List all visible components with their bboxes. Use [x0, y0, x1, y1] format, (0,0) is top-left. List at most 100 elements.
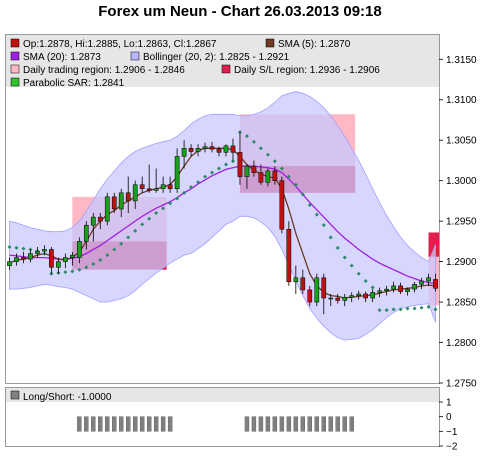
longshort-bar: [342, 416, 347, 432]
y-tick-label: 1.2750: [446, 379, 477, 390]
sar-point: [230, 159, 235, 164]
ohlc-legend-swatch: [10, 38, 20, 48]
sar-point: [182, 190, 187, 195]
bollinger-legend: Bollinger (20, 2): 1.2825 - 1.2921: [143, 52, 290, 63]
sar-point: [335, 245, 340, 250]
longshort-bar: [167, 416, 173, 432]
longshort-bar: [279, 416, 285, 432]
candle-body: [216, 148, 222, 153]
sar-legend-swatch: [10, 77, 20, 87]
y-tick-label: 1.2950: [446, 217, 477, 228]
candle-body: [118, 192, 124, 210]
longshort-bar: [272, 416, 278, 432]
candle-body: [405, 288, 410, 292]
longshort-bar: [112, 416, 117, 432]
candle-body: [384, 288, 389, 291]
candle-body: [56, 261, 61, 268]
longshort-bar: [133, 416, 138, 432]
sar-point: [98, 257, 103, 262]
candle-body: [132, 184, 138, 202]
candle-body: [139, 184, 145, 190]
ohlc-legend: Op:1.2878, Hi:1.2885, Lo:1.2863, Cl:1.28…: [23, 39, 217, 50]
longshort-bar: [265, 416, 271, 432]
candle-body: [209, 146, 215, 150]
candle-body: [433, 279, 438, 289]
sar-point: [265, 152, 270, 157]
ls-tick-label: −2: [446, 442, 458, 453]
daily-sl-legend-swatch: [221, 64, 231, 74]
sar-point: [363, 279, 368, 284]
candle-body: [7, 261, 12, 266]
longshort-bar: [258, 416, 264, 432]
sar-point: [112, 247, 117, 252]
ls-tick-label: 1: [446, 398, 452, 409]
y-tick-label: 1.3000: [446, 176, 477, 187]
candle-body: [363, 293, 369, 299]
sar-point: [210, 170, 215, 175]
candle-body: [279, 180, 285, 230]
sma20-legend: SMA (20): 1.2873: [23, 52, 101, 63]
sar-point: [7, 245, 12, 250]
legend-box: [6, 35, 439, 87]
sar-point: [91, 262, 96, 267]
candle-body: [426, 277, 431, 282]
candle-body: [258, 172, 264, 183]
longshort-bar: [300, 416, 306, 432]
bollinger-band: [9, 91, 436, 341]
longshort-bar: [77, 416, 82, 432]
candle-body: [265, 170, 271, 183]
longshort-bar: [126, 416, 131, 432]
sar-point: [307, 202, 312, 207]
candle-body: [76, 241, 82, 258]
sar-point: [154, 211, 159, 216]
candle-body: [167, 184, 173, 190]
sar-point: [140, 222, 145, 227]
y-tick-label: 1.2800: [446, 338, 477, 349]
sar-point: [314, 212, 319, 217]
candle-body: [349, 295, 355, 298]
longshort-bar: [321, 416, 326, 432]
bollinger-legend-swatch: [130, 51, 140, 61]
candle-body: [70, 254, 75, 258]
candle-body: [328, 297, 334, 300]
sar-point: [279, 166, 284, 171]
longshort-legend-box: [6, 388, 439, 402]
y-tick-label: 1.3100: [446, 95, 477, 106]
candle-body: [419, 280, 424, 285]
sar-point: [126, 235, 131, 240]
sar-point: [433, 307, 438, 312]
candle-body: [195, 148, 201, 152]
candle-body: [63, 257, 68, 262]
sar-point: [412, 306, 417, 311]
sar-point: [175, 196, 180, 201]
candle-body: [111, 196, 117, 210]
sar-point: [342, 255, 347, 260]
sma5-legend: SMA (5): 1.2870: [278, 39, 351, 50]
candle-body: [202, 146, 208, 149]
candle-body: [237, 152, 243, 177]
candle-body: [174, 156, 180, 190]
y-tick-label: 1.2900: [446, 257, 477, 268]
candle-body: [49, 249, 54, 268]
sar-point: [321, 223, 326, 228]
sar-point: [370, 285, 375, 290]
candle-body: [377, 290, 382, 293]
candle-body: [14, 257, 19, 262]
sar-point: [161, 206, 166, 211]
candle-body: [370, 292, 375, 299]
sar-point: [21, 246, 26, 251]
candle-body: [335, 297, 341, 301]
y-tick-label: 1.3050: [446, 136, 477, 147]
longshort-bar: [335, 416, 340, 432]
sar-point: [84, 265, 89, 270]
longshort-bar: [314, 416, 319, 432]
sar-point: [244, 134, 249, 139]
sar-point: [119, 241, 124, 246]
daily-sl-legend: Daily S/L region: 1.2936 - 1.2906: [234, 65, 380, 76]
candle-body: [104, 196, 110, 222]
candle-body: [391, 285, 396, 290]
sar-point: [14, 245, 19, 250]
longshort-bar: [146, 416, 152, 432]
candle-body: [83, 224, 89, 242]
